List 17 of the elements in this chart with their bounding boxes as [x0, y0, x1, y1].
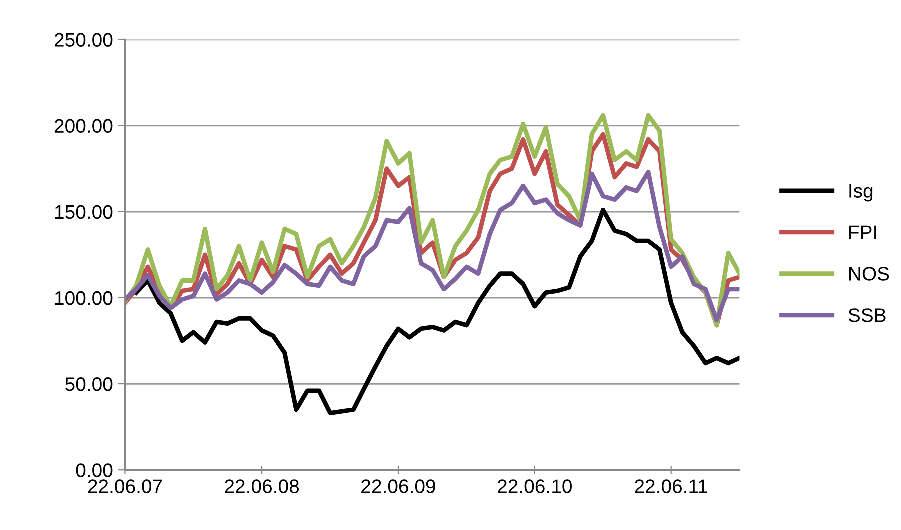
y-tick-label: 50.00 [66, 378, 113, 392]
y-tick-label: 100.00 [55, 291, 113, 306]
x-tick-label: 22.06.11 [635, 480, 708, 494]
x-tick-label: 22.06.08 [225, 480, 300, 494]
legend-label: SSB [848, 308, 886, 322]
y-tick-label: 0.00 [76, 464, 113, 478]
line-series [125, 170, 740, 323]
x-tick-label: 22.06.07 [88, 480, 162, 494]
y-tick-label: 200.00 [54, 119, 113, 134]
legend-label: Isg [850, 184, 873, 202]
legend-label: NOS [850, 267, 890, 281]
x-tick-label: 22.06.10 [498, 480, 572, 494]
y-tick-label: 150.00 [55, 205, 113, 220]
y-tick-label: 250.00 [54, 33, 113, 47]
line-series [134, 208, 740, 416]
legend-label: FPI [850, 226, 876, 240]
x-tick-label: 22.06.09 [362, 480, 436, 494]
